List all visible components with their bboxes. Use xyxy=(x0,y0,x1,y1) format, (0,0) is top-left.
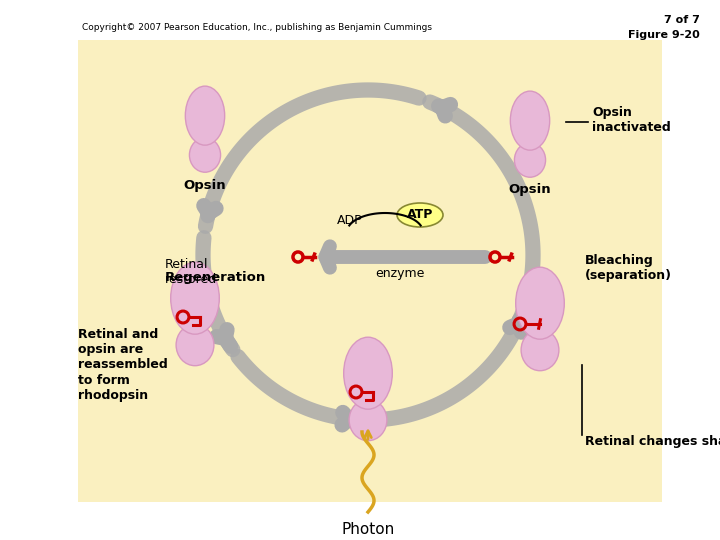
Text: Copyright© 2007 Pearson Education, Inc., publishing as Benjamin Cummings: Copyright© 2007 Pearson Education, Inc.,… xyxy=(82,23,432,32)
Text: Photon: Photon xyxy=(341,522,395,537)
Ellipse shape xyxy=(185,86,225,145)
Bar xyxy=(78,40,662,502)
Text: Bleaching
(separation): Bleaching (separation) xyxy=(585,254,672,282)
Text: enzyme: enzyme xyxy=(375,267,425,280)
Text: Retinal and
opsin are
reassembled
to form
rhodopsin: Retinal and opsin are reassembled to for… xyxy=(78,328,168,402)
Text: Opsin: Opsin xyxy=(509,184,552,197)
Ellipse shape xyxy=(176,325,214,366)
Text: Retinal
restored: Retinal restored xyxy=(165,258,217,286)
Ellipse shape xyxy=(189,138,220,172)
Text: ADP: ADP xyxy=(337,213,363,226)
Text: Figure 9-20: Figure 9-20 xyxy=(629,30,700,40)
Text: Opsin: Opsin xyxy=(184,179,226,192)
Text: ATP: ATP xyxy=(407,208,433,221)
Ellipse shape xyxy=(397,203,443,227)
Ellipse shape xyxy=(349,399,387,441)
Text: 7 of 7: 7 of 7 xyxy=(664,15,700,25)
Text: Opsin
inactivated: Opsin inactivated xyxy=(592,106,671,134)
Ellipse shape xyxy=(510,91,549,150)
Text: Regeneration: Regeneration xyxy=(165,271,266,284)
Ellipse shape xyxy=(514,143,546,177)
Ellipse shape xyxy=(521,329,559,370)
Ellipse shape xyxy=(343,337,392,409)
Text: Retinal changes shape: Retinal changes shape xyxy=(585,435,720,449)
Ellipse shape xyxy=(171,262,220,334)
Ellipse shape xyxy=(516,267,564,339)
